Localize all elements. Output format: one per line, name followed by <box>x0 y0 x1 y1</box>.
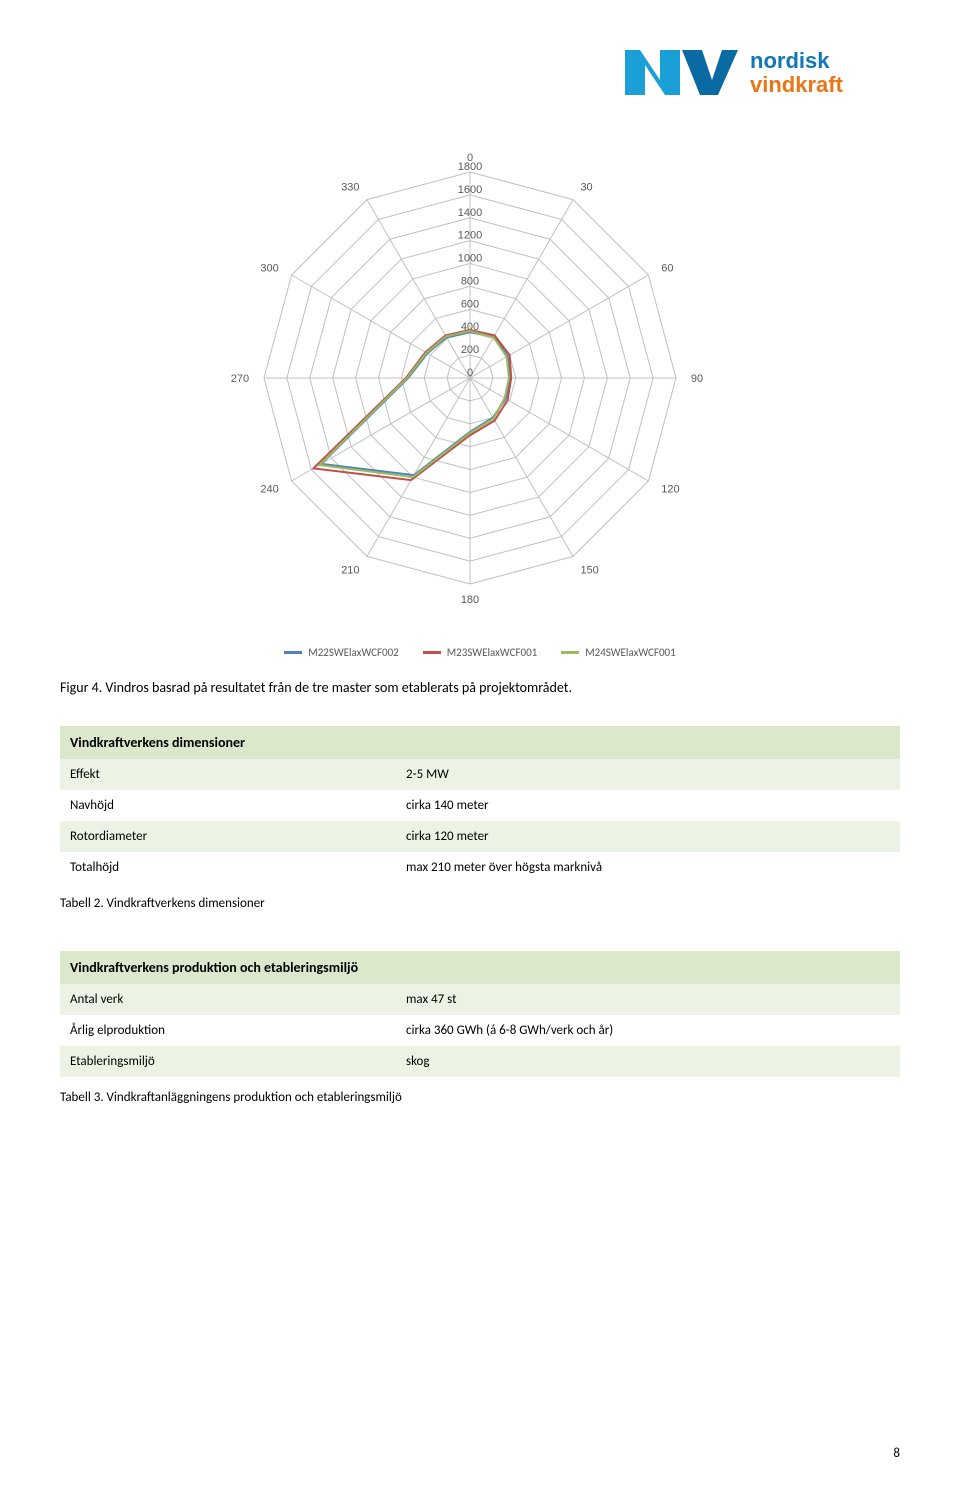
table-cell-value: max 210 meter över högsta marknivå <box>396 852 900 883</box>
legend-label: M23SWElaxWCF001 <box>447 646 537 659</box>
legend-label: M24SWElaxWCF001 <box>585 646 675 659</box>
svg-text:800: 800 <box>461 275 479 287</box>
table-cell-value: cirka 140 meter <box>396 790 900 821</box>
table-header: Vindkraftverkens produktion och etableri… <box>60 951 900 984</box>
table-produktion: Vindkraftverkens produktion och etableri… <box>60 951 900 1077</box>
legend-swatch-icon <box>561 651 579 654</box>
table-cell-label: Antal verk <box>60 984 396 1015</box>
svg-text:30: 30 <box>580 182 592 194</box>
svg-text:60: 60 <box>661 263 673 275</box>
table-cell-label: Effekt <box>60 759 396 790</box>
table-row: Totalhöjdmax 210 meter över högsta markn… <box>60 852 900 883</box>
page-number: 8 <box>893 1446 900 1461</box>
svg-text:150: 150 <box>580 564 598 576</box>
svg-text:300: 300 <box>260 263 278 275</box>
svg-text:1600: 1600 <box>458 184 482 196</box>
table-row: Etableringsmiljöskog <box>60 1046 900 1077</box>
table-cell-label: Årlig elproduktion <box>60 1015 396 1046</box>
table-cell-label: Totalhöjd <box>60 852 396 883</box>
logo-text-top: nordisk <box>750 48 830 73</box>
svg-text:90: 90 <box>691 373 703 385</box>
radar-chart: 0200400600800100012001400160018000306090… <box>60 118 900 659</box>
table-caption-2: Tabell 3. Vindkraftanläggningens produkt… <box>60 1090 900 1105</box>
table-row: Årlig elproduktioncirka 360 GWh (á 6-8 G… <box>60 1015 900 1046</box>
table-dimensioner: Vindkraftverkens dimensioner Effekt2-5 M… <box>60 726 900 883</box>
legend-label: M22SWElaxWCF002 <box>308 646 398 659</box>
table-row: Navhöjdcirka 140 meter <box>60 790 900 821</box>
table-cell-value: cirka 360 GWh (á 6-8 GWh/verk och år) <box>396 1015 900 1046</box>
table-cell-value: 2-5 MW <box>396 759 900 790</box>
logo-text-bottom: vindkraft <box>750 72 844 97</box>
table-row: Effekt2-5 MW <box>60 759 900 790</box>
svg-text:240: 240 <box>260 483 278 495</box>
svg-text:180: 180 <box>461 594 479 606</box>
legend-swatch-icon <box>423 651 441 654</box>
svg-text:1000: 1000 <box>458 253 482 265</box>
table-cell-value: skog <box>396 1046 900 1077</box>
svg-text:1400: 1400 <box>458 207 482 219</box>
table-row: Antal verkmax 47 st <box>60 984 900 1015</box>
table-cell-value: max 47 st <box>396 984 900 1015</box>
logo-mark-icon <box>625 50 738 95</box>
table-row: Rotordiametercirka 120 meter <box>60 821 900 852</box>
svg-text:120: 120 <box>661 483 679 495</box>
legend-item: M22SWElaxWCF002 <box>284 646 398 659</box>
table-cell-label: Etableringsmiljö <box>60 1046 396 1077</box>
brand-logo: nordisk vindkraft <box>60 40 900 108</box>
table-header: Vindkraftverkens dimensioner <box>60 726 900 759</box>
legend-item: M23SWElaxWCF001 <box>423 646 537 659</box>
svg-text:0: 0 <box>467 367 473 379</box>
table-cell-label: Navhöjd <box>60 790 396 821</box>
svg-text:200: 200 <box>461 344 479 356</box>
table-caption-1: Tabell 2. Vindkraftverkens dimensioner <box>60 896 900 911</box>
svg-text:600: 600 <box>461 298 479 310</box>
svg-text:0: 0 <box>467 152 473 164</box>
table-cell-label: Rotordiameter <box>60 821 396 852</box>
svg-text:210: 210 <box>341 564 359 576</box>
svg-text:1200: 1200 <box>458 230 482 242</box>
legend-swatch-icon <box>284 651 302 654</box>
figure-caption: Figur 4. Vindros basrad på resultatet fr… <box>60 679 900 696</box>
svg-text:270: 270 <box>231 373 249 385</box>
legend-item: M24SWElaxWCF001 <box>561 646 675 659</box>
table-cell-value: cirka 120 meter <box>396 821 900 852</box>
radar-legend: M22SWElaxWCF002 M23SWElaxWCF001 M24SWElaxW… <box>60 646 900 659</box>
svg-text:330: 330 <box>341 182 359 194</box>
